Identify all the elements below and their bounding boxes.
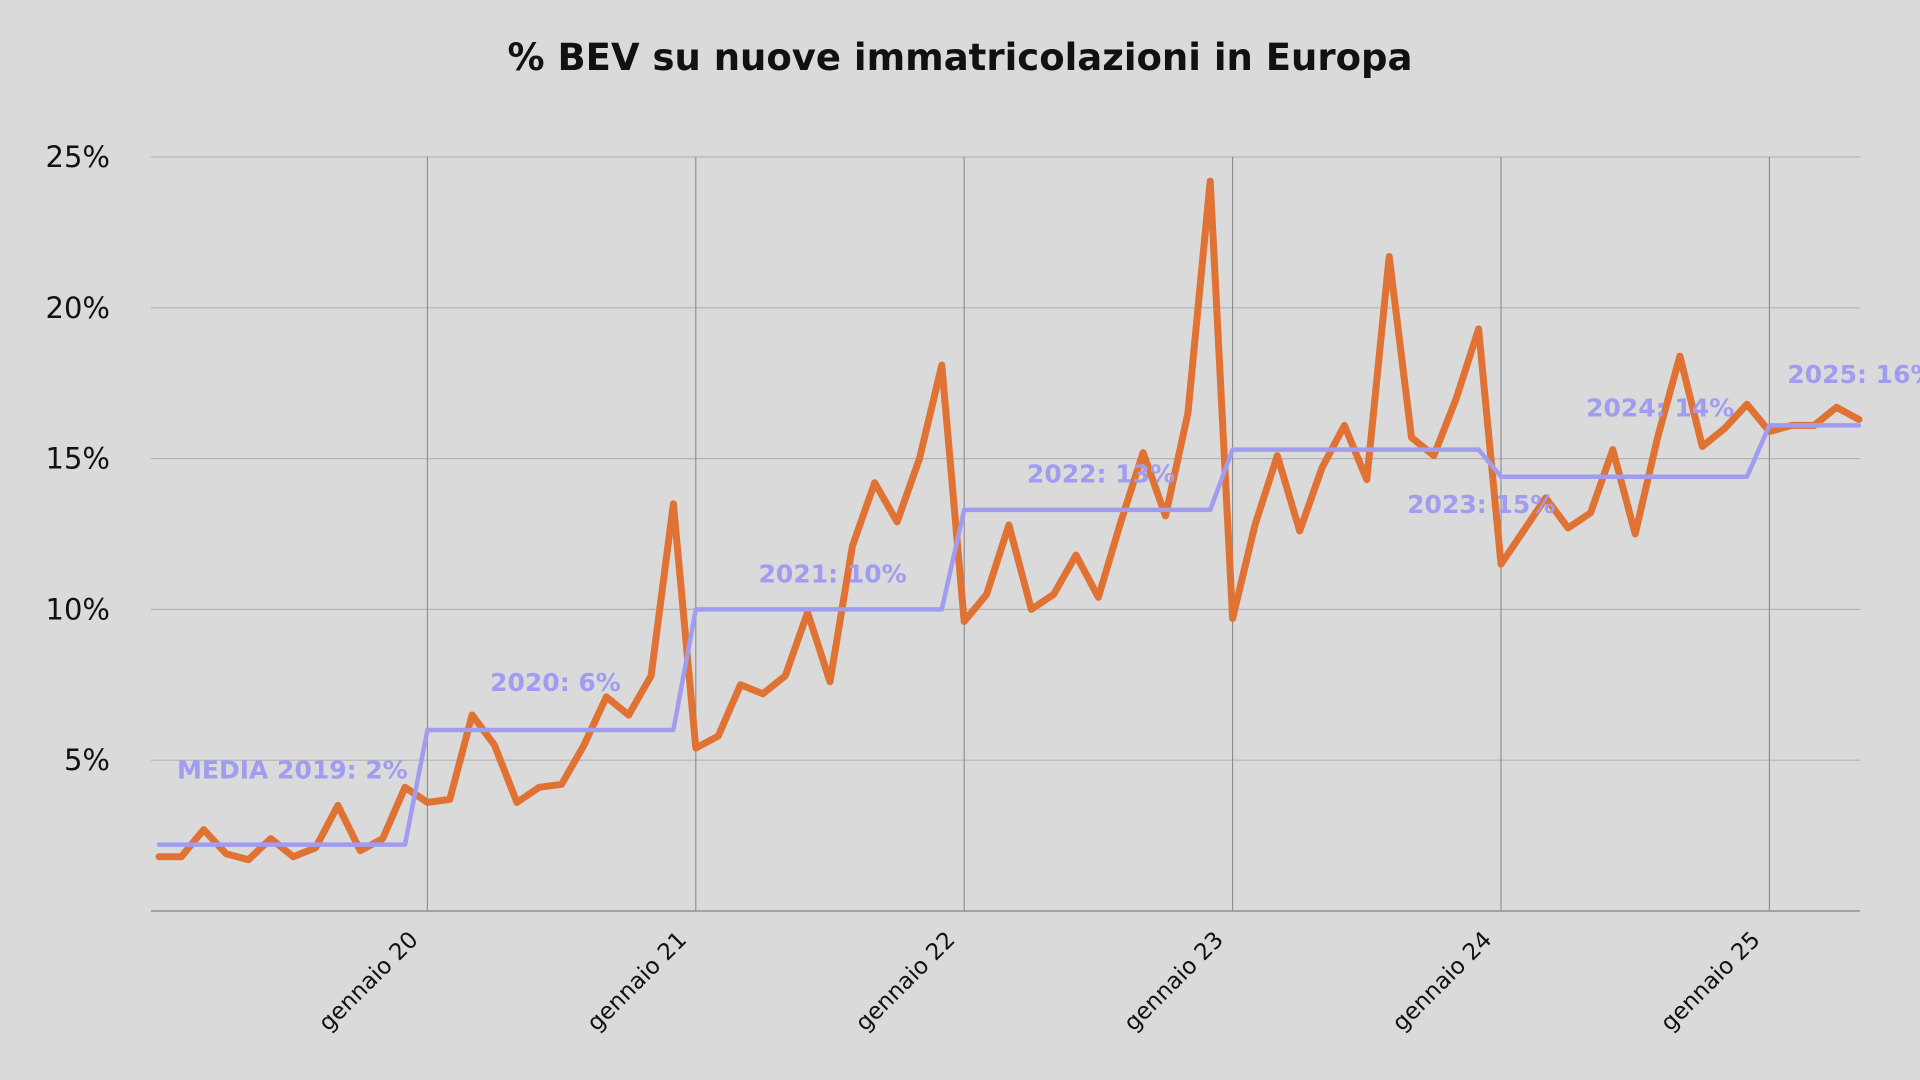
y-tick-label: 15% xyxy=(46,442,110,476)
yearly-average-line xyxy=(156,423,1862,847)
y-tick-label: 25% xyxy=(46,140,110,174)
x-tick-label: gennaio 24 xyxy=(1388,927,1498,1037)
x-tick-label: gennaio 20 xyxy=(314,927,424,1037)
y-tick-label: 10% xyxy=(46,592,110,626)
x-tick-label: gennaio 25 xyxy=(1656,927,1766,1037)
annotation-label: MEDIA 2019: 2% xyxy=(177,755,408,784)
annotation-label: 2024: 14% xyxy=(1586,393,1734,422)
x-tick-label: gennaio 21 xyxy=(582,927,692,1037)
series-layer xyxy=(155,177,1863,864)
x-tick-label: gennaio 23 xyxy=(1119,927,1229,1037)
annotation-label: 2025: 16% xyxy=(1787,360,1920,389)
annotation-label: 2022: 13% xyxy=(1027,460,1175,489)
chart-title: % BEV su nuove immatricolazioni in Europ… xyxy=(507,36,1413,79)
annotation-label: 2023: 15% xyxy=(1407,490,1555,519)
monthly-share-line xyxy=(155,177,1863,864)
x-tick-label: gennaio 22 xyxy=(851,927,961,1037)
label-layer: 5% 10% 15% 20% 25% gennaio 20 gennaio 21 gennai… xyxy=(46,140,1920,1036)
y-tick-label: 5% xyxy=(64,743,110,777)
y-tick-label: 20% xyxy=(46,291,110,325)
annotation-label: 2020: 6% xyxy=(490,668,621,697)
annotation-label: 2021: 10% xyxy=(759,559,907,588)
